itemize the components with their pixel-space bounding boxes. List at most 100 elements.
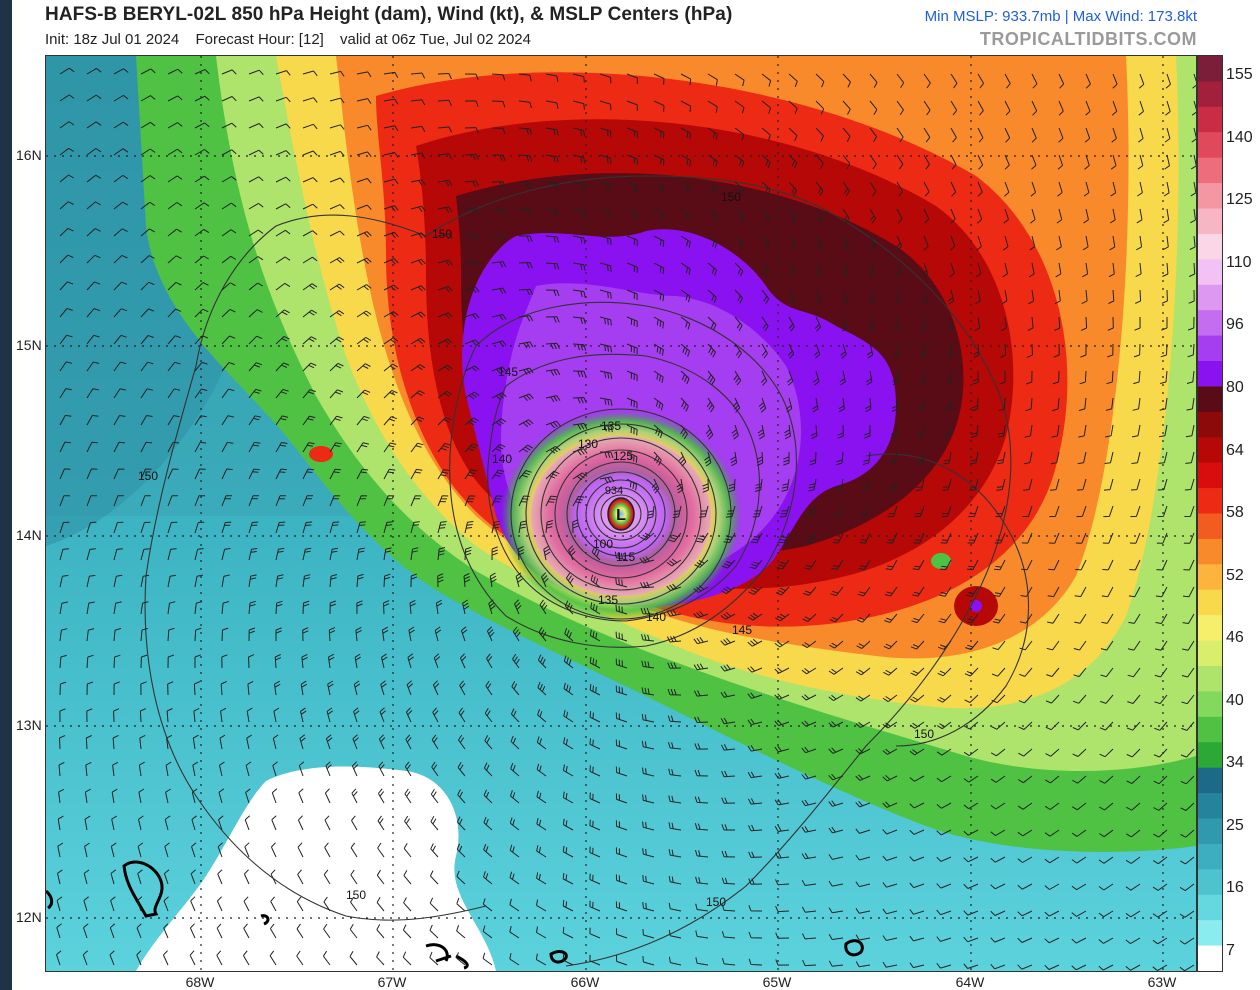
wind-barb <box>383 495 395 507</box>
wind-barb <box>589 765 601 777</box>
wind-barb <box>59 628 68 642</box>
wind-barb <box>1179 964 1195 971</box>
wind-barb <box>244 842 250 858</box>
wind-barb <box>1084 154 1090 170</box>
wind-barb <box>383 98 399 105</box>
wind-barb <box>512 626 521 642</box>
wind-barb <box>86 495 97 507</box>
wind-barb <box>59 254 74 264</box>
wind-barb <box>383 573 391 588</box>
wind-barb <box>1192 73 1196 89</box>
wind-barb <box>883 667 898 676</box>
wind-barb <box>1154 694 1168 705</box>
wind-barb <box>945 370 953 385</box>
wind-barb <box>376 951 385 966</box>
wind-barb <box>615 739 628 750</box>
wind-barb <box>838 397 845 413</box>
wind-barb <box>694 559 709 568</box>
wind-barb <box>1138 127 1144 143</box>
wind-map[interactable]: L 934 150 150 150 145 145 140 140 135 13… <box>45 55 1197 972</box>
wind-barb <box>855 854 871 861</box>
wind-barb <box>949 235 956 251</box>
wind-barb <box>1082 262 1089 278</box>
wind-barb <box>882 801 898 808</box>
wind-barb <box>162 950 169 966</box>
wind-barb <box>1180 856 1195 865</box>
wind-barb <box>545 342 560 350</box>
wind-barb <box>491 100 506 108</box>
wind-barb <box>866 343 874 359</box>
wind-barb <box>488 599 496 615</box>
wind-barb <box>1019 640 1033 651</box>
wind-barb <box>356 98 372 104</box>
wind-barb <box>59 574 69 588</box>
wind-barb <box>668 875 682 885</box>
wind-barb <box>1180 775 1195 785</box>
wind-barb <box>668 532 682 543</box>
wind-barb <box>140 574 150 588</box>
wind-barb <box>404 761 412 777</box>
wind-barb <box>734 100 745 114</box>
brand-watermark[interactable]: TROPICALTIDBITS.COM <box>979 29 1197 49</box>
wind-barb <box>1126 802 1141 811</box>
wind-barb <box>1129 532 1141 544</box>
wind-barb <box>1045 748 1060 757</box>
wind-barb <box>855 934 871 941</box>
wind-barb <box>324 788 331 804</box>
wind-barb <box>653 100 665 112</box>
wind-barb <box>243 869 250 885</box>
wind-barb <box>642 767 655 777</box>
wind-barb <box>1191 127 1196 143</box>
wind-barb <box>194 122 210 129</box>
wind-barb <box>543 545 551 561</box>
wind-barb <box>1188 289 1195 304</box>
wind-barb <box>1044 937 1060 944</box>
wind-barb <box>166 734 173 750</box>
wind-barb <box>140 201 156 210</box>
wind-barb <box>518 341 534 349</box>
wind-barb <box>815 127 824 142</box>
wind-barb <box>828 826 844 834</box>
wind-barb <box>464 286 480 294</box>
wind-barb <box>545 154 559 163</box>
wind-barb <box>275 150 291 156</box>
wind-barb <box>167 627 175 642</box>
colorbar-swatch <box>1198 208 1222 235</box>
wind-barb <box>509 844 520 858</box>
wind-barb <box>1180 802 1195 811</box>
wind-barb <box>221 415 234 426</box>
wind-barb <box>167 308 182 318</box>
wind-barb <box>653 451 662 466</box>
wind-barb <box>545 262 560 270</box>
wind-barb <box>882 829 898 835</box>
wind-barb <box>510 735 520 750</box>
wind-barb <box>383 389 398 399</box>
wind-barb <box>882 908 898 915</box>
wind-barb <box>302 600 310 615</box>
wind-barb <box>194 388 208 399</box>
wind-barb <box>1047 586 1060 598</box>
wind-barb <box>1031 100 1038 116</box>
wind-barb <box>86 574 96 588</box>
wind-barb <box>464 313 480 320</box>
wind-barb <box>747 612 763 621</box>
wind-barb <box>589 954 601 966</box>
wind-barb <box>356 415 370 426</box>
wind-barb <box>563 737 574 750</box>
wind-barb <box>668 902 682 912</box>
wind-barb <box>806 505 817 518</box>
wind-barb <box>1017 910 1033 917</box>
colorbar-swatch <box>1198 742 1222 769</box>
wind-barb <box>680 127 692 140</box>
wind-barb <box>518 127 533 135</box>
wind-barb <box>680 208 691 221</box>
wind-barb <box>410 416 425 426</box>
wind-barb <box>615 766 628 777</box>
wind-barb <box>509 925 520 939</box>
wind-barb <box>802 959 817 967</box>
wind-barb <box>937 694 952 703</box>
wind-barb <box>672 505 682 519</box>
wind-barb <box>243 923 250 939</box>
wind-barb <box>572 235 586 244</box>
wind-barb <box>721 877 736 885</box>
